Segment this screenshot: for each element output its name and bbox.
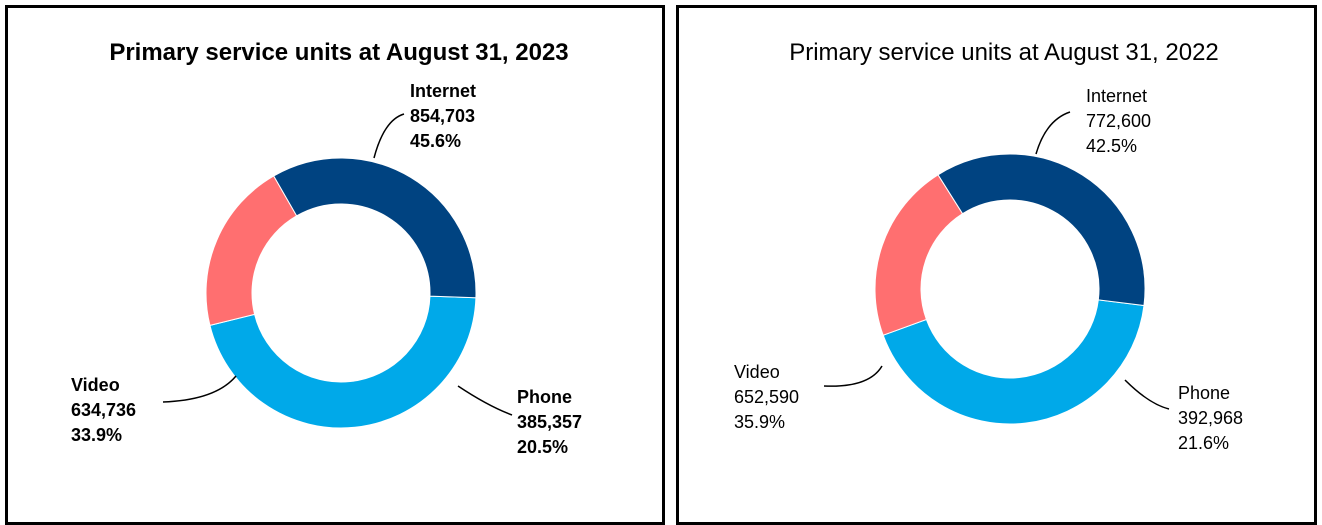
value-label-internet: 772,600	[1086, 111, 1151, 131]
leader-line-internet	[1035, 111, 1071, 155]
leader-line-video	[162, 375, 237, 403]
leader-line-phone	[1124, 379, 1170, 410]
donut-slice-phone	[205, 175, 298, 326]
legend-label-phone: Phone	[1178, 383, 1230, 403]
chart-title: Primary service units at August 31, 2022	[789, 39, 1219, 66]
legend-label-video: Video	[71, 375, 120, 395]
legend-label-video: Video	[734, 362, 780, 382]
leader-line-internet	[373, 113, 405, 159]
leader-line-video	[823, 365, 883, 387]
percent-label-video: 33.9%	[71, 425, 122, 445]
chart-title: Primary service units at August 31, 2023	[109, 39, 568, 66]
donut-slice-video	[937, 153, 1146, 307]
donut-slice-video	[273, 157, 477, 299]
percent-label-video: 35.9%	[734, 412, 785, 432]
value-label-internet: 854,703	[410, 106, 475, 126]
leader-line-phone	[457, 385, 513, 416]
chart-panel-2022: Primary service units at August 31, 2022…	[676, 5, 1317, 525]
donut-chart-2022: Primary service units at August 31, 2022…	[734, 39, 1243, 453]
value-label-phone: 385,357	[517, 412, 582, 432]
percent-label-internet: 42.5%	[1086, 136, 1137, 156]
donut-slices	[205, 157, 477, 429]
percent-label-phone: 21.6%	[1178, 433, 1229, 453]
legend-label-internet: Internet	[1086, 86, 1147, 106]
value-label-video: 634,736	[71, 400, 136, 420]
percent-label-phone: 20.5%	[517, 437, 568, 457]
donut-slice-internet	[882, 299, 1145, 425]
percent-label-internet: 45.6%	[410, 131, 461, 151]
donut-slice-internet	[209, 295, 477, 429]
legend-label-internet: Internet	[410, 81, 476, 101]
value-label-video: 652,590	[734, 387, 799, 407]
donut-chart-2023: Primary service units at August 31, 2023…	[71, 39, 582, 457]
legend-label-phone: Phone	[517, 387, 572, 407]
value-label-phone: 392,968	[1178, 408, 1243, 428]
donut-slices	[874, 153, 1146, 425]
chart-panel-2023: Primary service units at August 31, 2023…	[5, 5, 665, 525]
donut-slice-phone	[874, 174, 964, 336]
